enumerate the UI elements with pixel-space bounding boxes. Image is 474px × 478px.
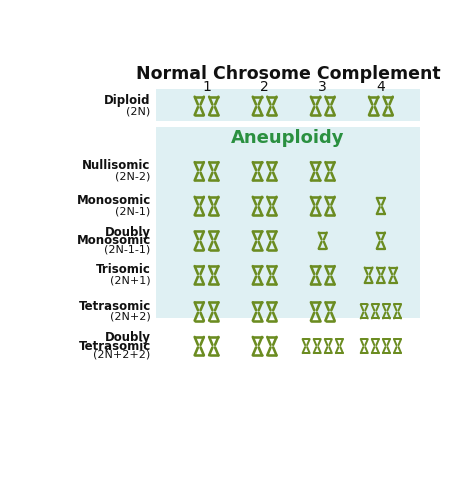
Text: Doubly: Doubly xyxy=(105,226,151,239)
Text: Tetrasomic: Tetrasomic xyxy=(79,339,151,353)
Text: (2N+2+2): (2N+2+2) xyxy=(93,349,151,359)
Text: Diploid: Diploid xyxy=(104,94,151,107)
Text: Tetrasomic: Tetrasomic xyxy=(79,300,151,313)
FancyBboxPatch shape xyxy=(156,127,419,317)
Text: Trisomic: Trisomic xyxy=(96,263,151,276)
Text: (2N): (2N) xyxy=(127,106,151,116)
Text: (2N+1): (2N+1) xyxy=(110,276,151,286)
Text: 2: 2 xyxy=(260,80,269,95)
Text: 1: 1 xyxy=(202,80,211,95)
Text: Nullisomic: Nullisomic xyxy=(82,160,151,173)
Text: (2N-2): (2N-2) xyxy=(115,172,151,182)
Text: Monosomic: Monosomic xyxy=(76,194,151,207)
FancyBboxPatch shape xyxy=(156,89,419,121)
Text: Monosomic: Monosomic xyxy=(76,234,151,247)
Text: Normal Chrosome Complement: Normal Chrosome Complement xyxy=(136,65,440,83)
Text: Aneuploidy: Aneuploidy xyxy=(231,129,345,147)
Text: 3: 3 xyxy=(319,80,327,95)
Text: (2N-1-1): (2N-1-1) xyxy=(104,244,151,254)
Text: 4: 4 xyxy=(376,80,385,95)
Text: Doubly: Doubly xyxy=(105,331,151,344)
Text: (2N-1): (2N-1) xyxy=(116,206,151,217)
Text: (2N+2): (2N+2) xyxy=(110,312,151,322)
